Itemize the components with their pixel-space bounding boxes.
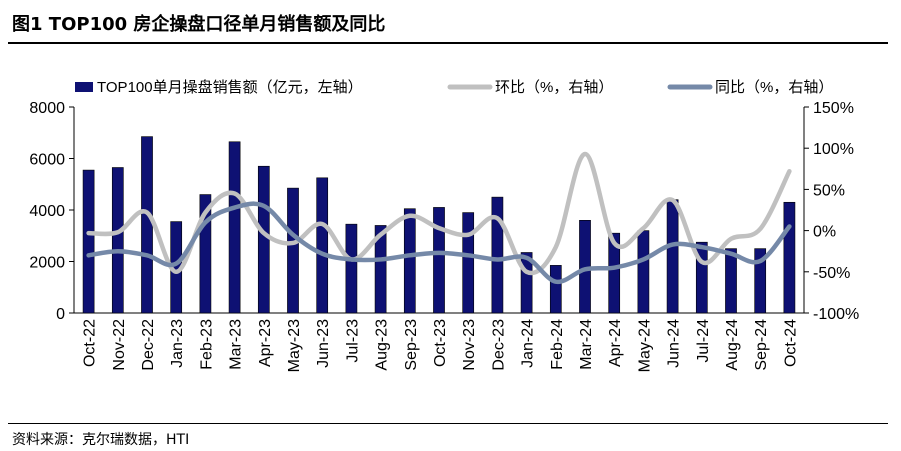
x-tick-label: Feb-24: [549, 319, 566, 370]
bar: [666, 199, 679, 314]
x-tick-label: May-24: [636, 319, 653, 372]
bar: [695, 241, 708, 314]
x-tick-label: Aug-23: [374, 319, 391, 371]
chart-legend: TOP100单月操盘销售额（亿元，左轴） 环比（%，右轴） 同比（%，右轴）: [75, 78, 833, 96]
x-tick-label: Jan-23: [169, 319, 186, 368]
right-tick-label: 150%: [813, 100, 854, 117]
figure-header: 图1 TOP100 房企操盘口径单月销售额及同比: [0, 0, 901, 46]
x-tick-label: Jul-24: [695, 319, 712, 363]
x-tick-label: Apr-24: [607, 319, 624, 367]
bar: [287, 187, 299, 314]
x-tick-label: Sep-24: [753, 319, 770, 371]
x-tick-label: Mar-23: [228, 319, 245, 370]
bar: [345, 223, 358, 314]
line-series: [86, 151, 792, 285]
x-tick-label: Mar-24: [578, 319, 595, 370]
left-tick-label: 0: [56, 306, 65, 323]
bar: [520, 252, 533, 314]
bar: [754, 248, 767, 314]
x-tick-label: Jun-24: [666, 319, 683, 368]
x-tick-label: Nov-23: [461, 319, 478, 371]
bar: [403, 208, 416, 314]
bar: [141, 136, 153, 314]
axes: 0 2000 4000 6000 8000 -100% -50% 0% 50% 100% 150%: [29, 100, 859, 323]
left-tick-label: 4000: [29, 203, 65, 220]
right-tick-label: -50%: [813, 265, 850, 282]
bar: [462, 212, 475, 314]
right-tick-label: 50%: [813, 182, 845, 199]
legend-label-mom: 环比（%，右轴）: [495, 79, 613, 96]
bar: [491, 196, 504, 314]
left-tick-label: 6000: [29, 152, 65, 169]
bar: [637, 230, 650, 314]
legend-swatch-bar: [75, 82, 93, 92]
figure-title: 图1 TOP100 房企操盘口径单月销售额及同比: [12, 14, 386, 35]
x-tick-label: Jun-23: [315, 319, 332, 368]
x-tick-label: Jul-23: [344, 319, 361, 363]
legend-label-bar: TOP100单月操盘销售额（亿元，左轴）: [97, 78, 363, 96]
x-tick-label: Nov-22: [111, 319, 128, 371]
footer-rule: [8, 423, 888, 424]
legend-label-yoy: 同比（%，右轴）: [715, 79, 833, 96]
bar: [111, 167, 124, 314]
right-tick-label: 0%: [813, 224, 836, 241]
mom-line: [86, 151, 792, 276]
x-tick-label: May-23: [286, 319, 303, 372]
bar: [199, 194, 212, 314]
right-tick-label: -100%: [813, 306, 859, 323]
left-tick-label: 2000: [29, 255, 65, 272]
bar: [608, 232, 621, 314]
x-tick-label: Dec-23: [490, 319, 507, 371]
bar: [316, 177, 329, 314]
x-tick-label: Jan-24: [520, 319, 537, 368]
x-tick-label: Oct-22: [82, 319, 99, 367]
bar: [228, 141, 241, 314]
x-tick-label: Dec-22: [140, 319, 157, 371]
bar: [82, 169, 95, 314]
x-tick-label: Aug-24: [724, 319, 741, 371]
source-note: 资料来源：克尔瑞数据，HTI: [12, 432, 190, 448]
bar-series: [82, 136, 796, 314]
chart-svg: TOP100单月操盘销售额（亿元，左轴） 环比（%，右轴） 同比（%，右轴） 0…: [29, 78, 859, 372]
x-tick-label: Apr-23: [257, 319, 274, 367]
bar: [257, 165, 270, 314]
title-rule: [8, 42, 888, 44]
bar: [783, 201, 796, 314]
chart-area: TOP100单月操盘销售额（亿元，左轴） 环比（%，右轴） 同比（%，右轴） 0…: [0, 60, 901, 420]
x-tick-label: Oct-23: [432, 319, 449, 367]
x-tick-label: Feb-23: [198, 319, 215, 370]
right-tick-label: 100%: [813, 141, 854, 158]
bar: [549, 265, 562, 314]
bar: [725, 248, 737, 314]
left-tick-label: 8000: [29, 100, 65, 117]
x-axis-labels: Oct-22 Nov-22 Dec-22 Jan-23 Feb-23 Mar-23 Apr-…: [82, 319, 800, 372]
bar: [433, 207, 445, 314]
yoy-line: [86, 201, 792, 285]
x-tick-label: Oct-24: [782, 319, 799, 367]
x-tick-label: Sep-23: [403, 319, 420, 371]
bar: [374, 225, 387, 314]
